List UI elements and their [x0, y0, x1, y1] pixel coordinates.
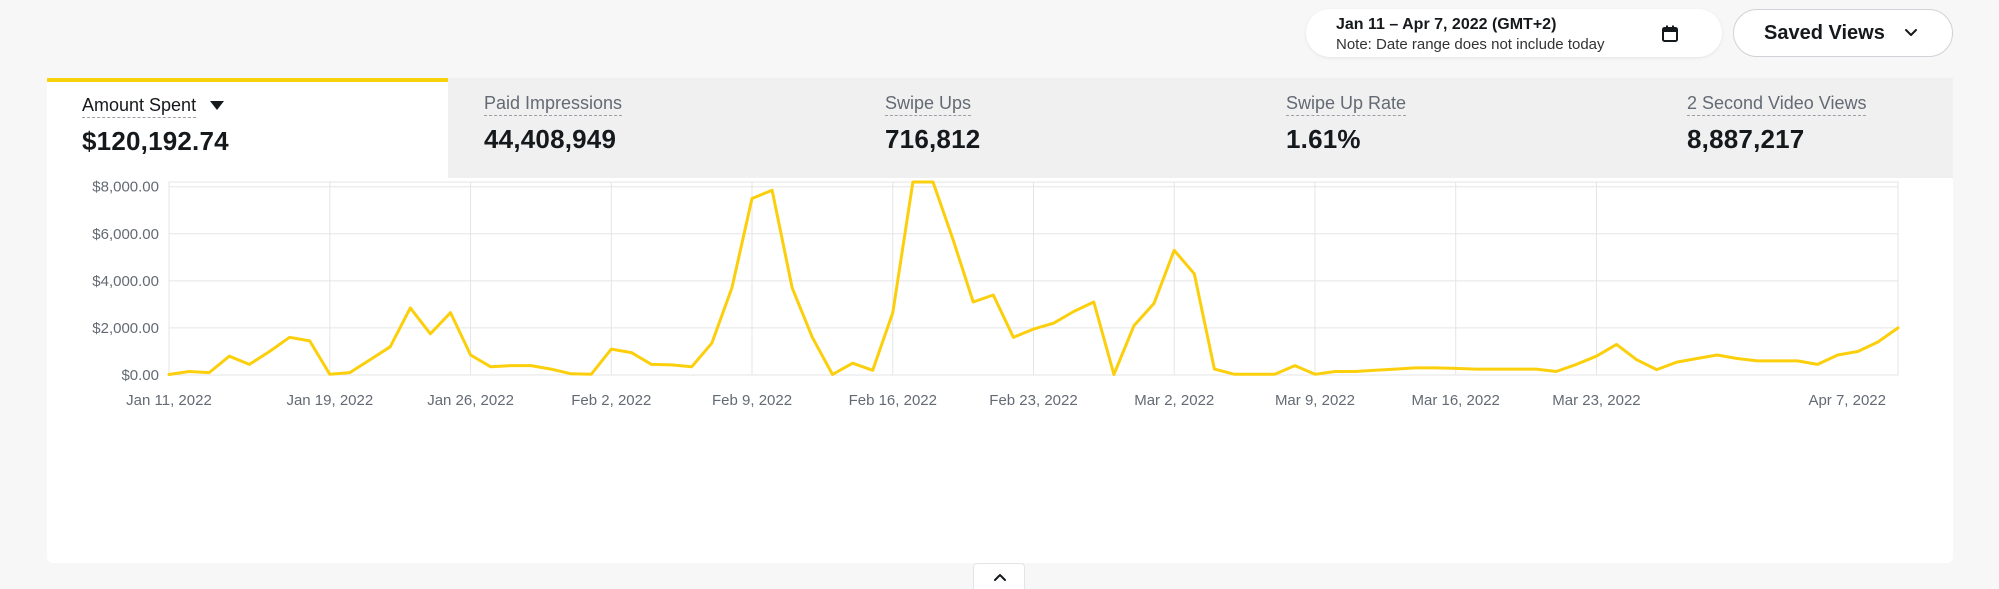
line-chart: $0.00 $2,000.00 $4,000.00 $6,000.00 $8,000.0…	[47, 178, 1953, 558]
y-tick-label: $8,000.00	[92, 179, 159, 196]
metric-tab-2-second-video-views[interactable]: 2 Second Video Views 8,887,217	[1651, 78, 1953, 178]
x-tick-label: Feb 23, 2022	[989, 392, 1077, 409]
series-line-amount-spent	[167, 180, 1900, 376]
metric-label: Amount Spent	[82, 94, 197, 118]
metric-label: Paid Impressions	[484, 92, 623, 116]
saved-views-button[interactable]: Saved Views	[1733, 9, 1953, 57]
metric-tab-amount-spent[interactable]: Amount Spent $120,192.74	[47, 78, 448, 178]
metric-tab-paid-impressions[interactable]: Paid Impressions 44,408,949	[448, 78, 849, 178]
x-tick-label: Mar 2, 2022	[1134, 392, 1214, 409]
metric-value: 1.61%	[1286, 124, 1361, 154]
x-tick-label: Jan 26, 2022	[427, 392, 514, 409]
x-tick-label: Feb 9, 2022	[712, 392, 792, 409]
metric-label: Swipe Up Rate	[1286, 92, 1407, 116]
y-tick-label: $6,000.00	[92, 226, 159, 243]
x-tick-label: Feb 2, 2022	[571, 392, 651, 409]
calendar-icon	[1662, 25, 1678, 42]
metric-label: Swipe Ups	[885, 92, 972, 116]
metric-value: $120,192.74	[82, 126, 229, 156]
chevron-up-icon	[994, 574, 1006, 581]
x-tick-label: Jan 19, 2022	[286, 392, 373, 409]
x-tick-label: Mar 9, 2022	[1275, 392, 1355, 409]
metric-value: 716,812	[885, 124, 981, 154]
date-range-picker[interactable]: Jan 11 – Apr 7, 2022 (GMT+2) Note: Date …	[1306, 9, 1722, 57]
chart-svg: $0.00 $2,000.00 $4,000.00 $6,000.00 $8,000.0…	[92, 179, 1900, 409]
date-range-note: Note: Date range does not include today	[1336, 36, 1605, 53]
date-range-label: Jan 11 – Apr 7, 2022 (GMT+2)	[1336, 16, 1557, 33]
metric-tabs: Amount Spent $120,192.74 Paid Impression…	[47, 78, 1953, 178]
x-tick-label: Feb 16, 2022	[849, 392, 937, 409]
x-tick-label: Mar 16, 2022	[1412, 392, 1500, 409]
metric-tab-swipe-ups[interactable]: Swipe Ups 716,812	[849, 78, 1250, 178]
metric-label: 2 Second Video Views	[1687, 92, 1867, 116]
x-tick-label: Apr 7, 2022	[1808, 392, 1886, 409]
chevron-down-icon	[1905, 29, 1917, 36]
saved-views-label: Saved Views	[1764, 21, 1885, 44]
y-tick-label: $0.00	[121, 367, 159, 384]
y-tick-label: $4,000.00	[92, 273, 159, 290]
metric-value: 44,408,949	[484, 124, 617, 154]
metric-tab-swipe-up-rate[interactable]: Swipe Up Rate 1.61%	[1250, 78, 1651, 178]
x-tick-label: Mar 23, 2022	[1552, 392, 1640, 409]
collapse-chart-button[interactable]	[973, 563, 1025, 589]
x-tick-label: Jan 11, 2022	[126, 392, 212, 409]
caret-down-icon[interactable]	[210, 101, 225, 110]
metric-value: 8,887,217	[1687, 124, 1805, 154]
metrics-card: Amount Spent $120,192.74 Paid Impression…	[47, 78, 1953, 563]
y-tick-label: $2,000.00	[92, 320, 159, 337]
